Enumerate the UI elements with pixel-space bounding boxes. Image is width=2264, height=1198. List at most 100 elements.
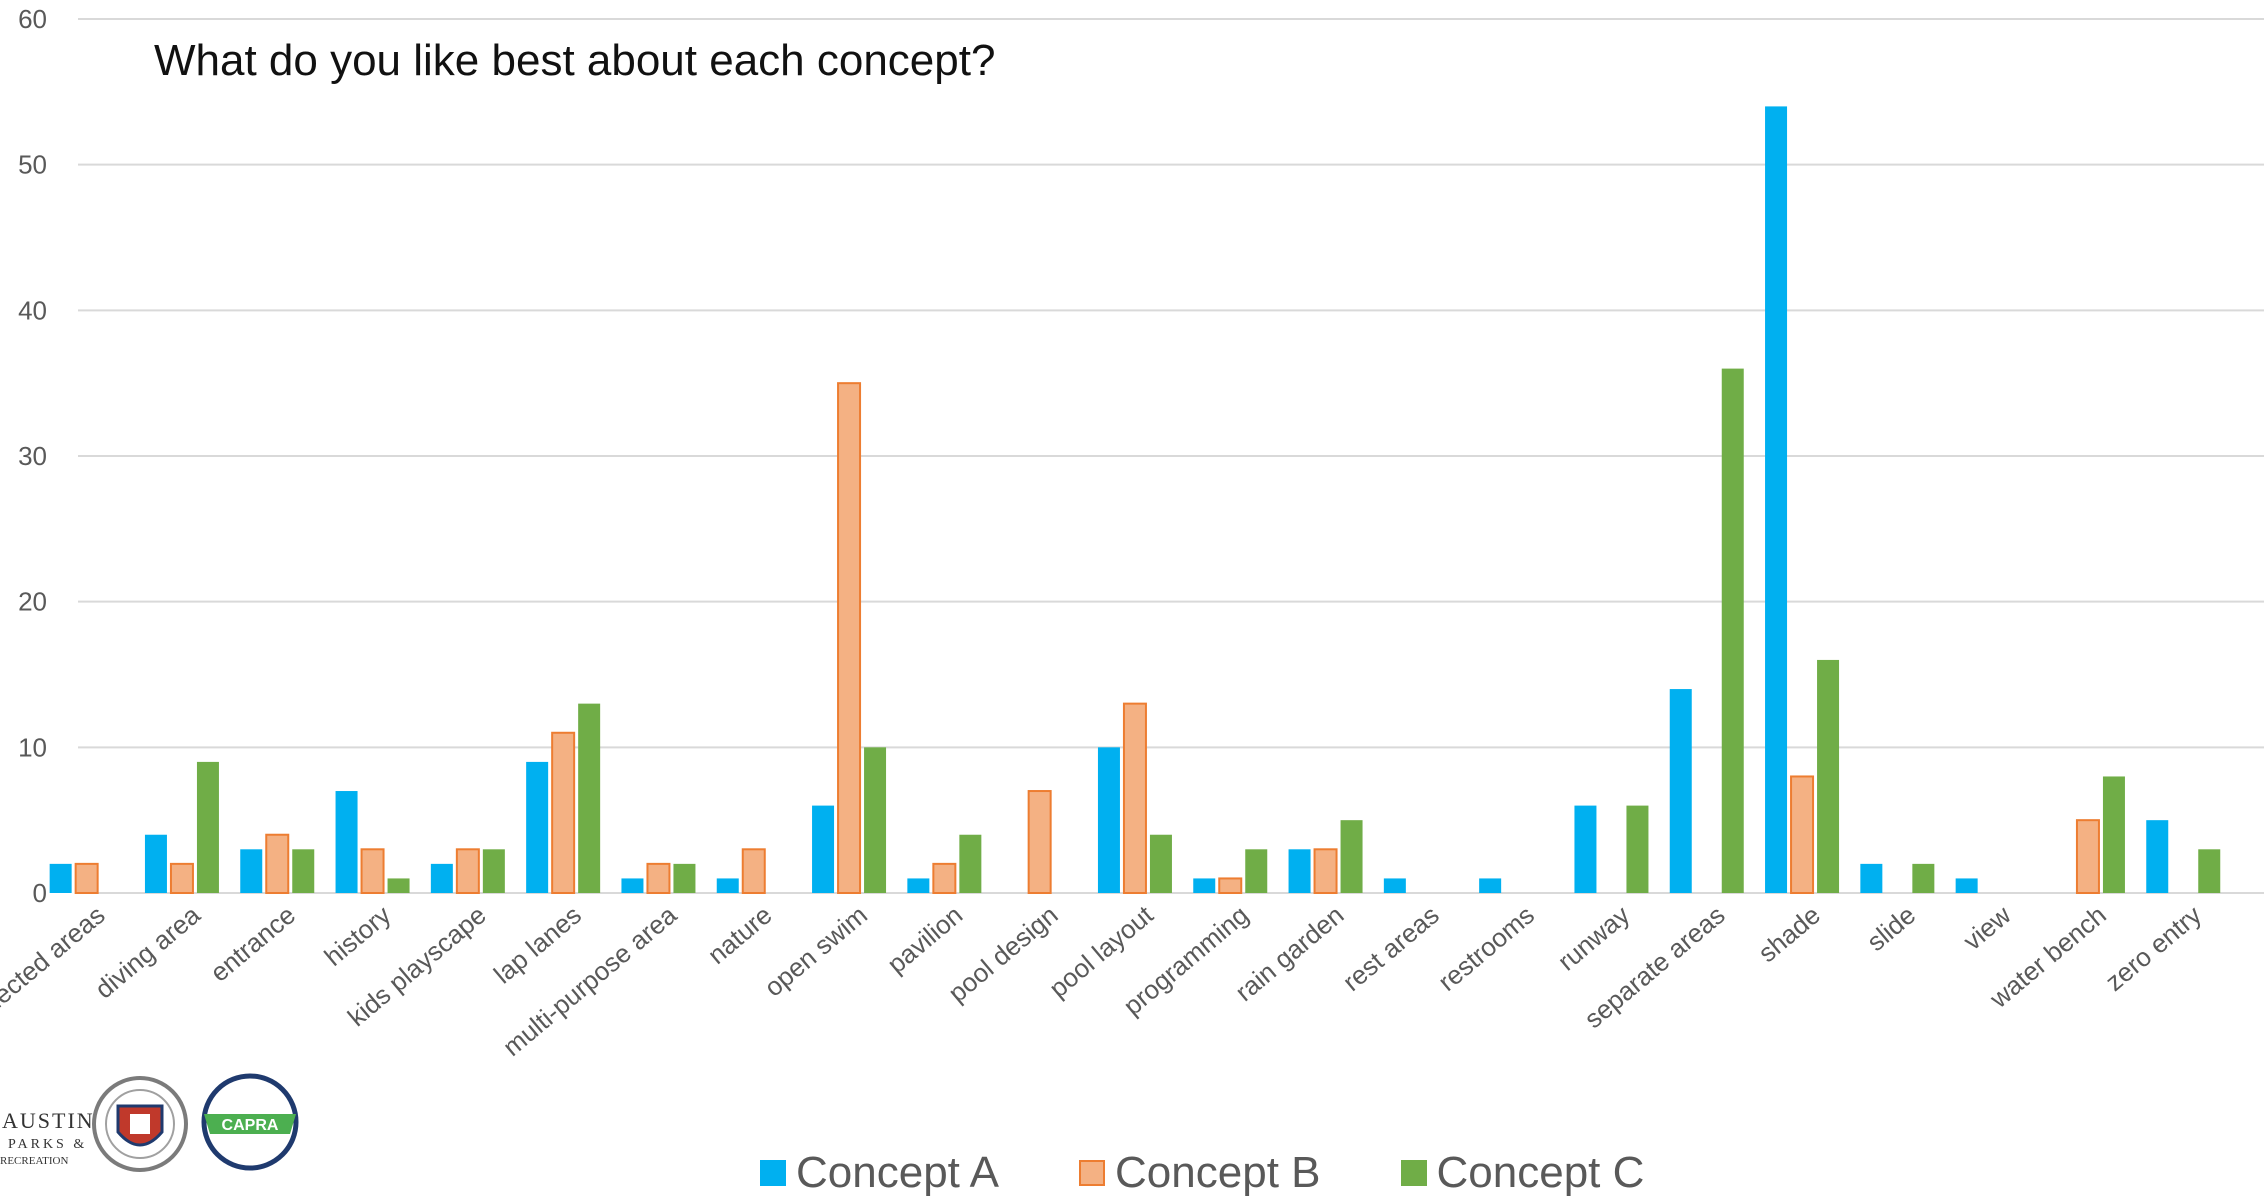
y-tick-label: 20 bbox=[18, 587, 47, 617]
y-tick-label: 60 bbox=[18, 4, 47, 34]
concept-a-bar bbox=[1097, 747, 1120, 893]
legend-item-concept-a: Concept A bbox=[760, 1148, 999, 1198]
concept-a-bar bbox=[144, 834, 167, 893]
svg-text:AUSTIN: AUSTIN bbox=[2, 1108, 95, 1133]
x-tick-label: runway bbox=[1552, 900, 1635, 977]
concept-b-bar bbox=[1122, 702, 1147, 895]
x-tick-label: zero entry bbox=[2099, 900, 2207, 997]
y-tick-label: 30 bbox=[18, 441, 47, 471]
legend-label: Concept C bbox=[1436, 1148, 1645, 1197]
concept-b-bar bbox=[646, 862, 671, 894]
gridlines bbox=[78, 18, 2264, 894]
x-tick-label: pavilion bbox=[881, 900, 968, 980]
x-tick-label: rest areas bbox=[1337, 900, 1445, 997]
concept-b-bar bbox=[265, 833, 290, 895]
x-tick-label: view bbox=[1957, 899, 2016, 956]
concept-a-bar bbox=[1955, 878, 1978, 893]
bars bbox=[49, 106, 2221, 895]
concept-c-bar bbox=[2102, 776, 2125, 893]
x-tick-label: shade bbox=[1752, 900, 1826, 969]
concept-b-bar bbox=[837, 382, 862, 894]
x-tick-label: history bbox=[318, 900, 396, 972]
concept-a-bar bbox=[1574, 805, 1597, 893]
svg-text:CAPRA: CAPRA bbox=[222, 1117, 279, 1134]
concept-c-bar bbox=[1912, 863, 1935, 893]
legend-item-concept-b: Concept B bbox=[1079, 1148, 1321, 1198]
concept-c-bar bbox=[864, 747, 887, 893]
y-tick-label: 0 bbox=[33, 878, 47, 908]
concept-b-bar bbox=[455, 848, 480, 894]
concept-a-bar bbox=[2146, 820, 2169, 893]
concept-a-bar bbox=[49, 863, 72, 893]
svg-text:PARKS &: PARKS & bbox=[8, 1137, 87, 1152]
legend-item-concept-c: Concept C bbox=[1400, 1148, 1645, 1198]
concept-a-bar bbox=[1479, 878, 1502, 893]
concept-a-bar bbox=[1765, 106, 1788, 893]
concept-b-bar bbox=[1313, 848, 1338, 894]
concept-c-bar bbox=[1245, 849, 1268, 893]
concept-b-bar bbox=[74, 862, 99, 894]
austin-parks-logo: AUSTIN PARKS & RECREATION bbox=[0, 1108, 95, 1167]
concept-a-bar bbox=[812, 805, 835, 893]
concept-c-bar bbox=[1721, 368, 1744, 894]
concept-c-bar bbox=[959, 834, 982, 893]
y-tick-label: 50 bbox=[18, 150, 47, 180]
y-tick-label: 10 bbox=[18, 732, 47, 762]
x-tick-label: diving area bbox=[89, 899, 206, 1004]
concept-b-bar bbox=[360, 848, 385, 894]
concept-b-swatch bbox=[1079, 1160, 1106, 1186]
concept-c-bar bbox=[1149, 834, 1172, 893]
concept-c-bar bbox=[1340, 820, 1363, 893]
y-tick-label: 40 bbox=[18, 295, 47, 325]
concept-b-bar bbox=[169, 862, 194, 894]
y-axis-ticks: 0 10 20 30 40 50 60 bbox=[18, 4, 47, 908]
concept-a-bar bbox=[1193, 878, 1216, 893]
x-tick-label: entrance bbox=[204, 900, 301, 988]
concept-b-bar bbox=[551, 731, 576, 894]
city-seal-logo bbox=[92, 1076, 188, 1172]
concept-c-bar bbox=[1626, 805, 1649, 893]
concept-c-bar bbox=[578, 703, 601, 893]
concept-a-bar bbox=[1669, 689, 1692, 893]
concept-a-bar bbox=[430, 863, 453, 893]
x-tick-label: open swim bbox=[758, 900, 872, 1003]
concept-b-bar bbox=[741, 848, 766, 894]
capra-logo: CAPRA bbox=[201, 1073, 299, 1171]
concept-c-bar bbox=[196, 761, 219, 893]
legend-label: Concept B bbox=[1115, 1148, 1321, 1197]
chart-legend: Concept A Concept B Concept C bbox=[760, 1148, 1724, 1198]
concept-b-bar bbox=[2075, 819, 2100, 895]
concept-b-bar bbox=[932, 862, 957, 894]
concept-c-bar bbox=[673, 863, 696, 893]
concept-c-bar bbox=[1817, 659, 1840, 893]
svg-text:RECREATION: RECREATION bbox=[0, 1155, 69, 1167]
concept-b-bar bbox=[1790, 775, 1815, 895]
concept-c-bar bbox=[2198, 849, 2221, 893]
x-tick-label: nature bbox=[702, 900, 778, 970]
concept-a-bar bbox=[716, 878, 739, 893]
concept-a-bar bbox=[1383, 878, 1406, 893]
chart-subtitle: What do you like best about each concept… bbox=[154, 36, 996, 85]
concept-a-bar bbox=[907, 878, 930, 893]
concept-a-bar bbox=[1860, 863, 1883, 893]
concept-c-swatch bbox=[1400, 1160, 1427, 1186]
legend-label: Concept A bbox=[796, 1148, 1000, 1197]
concept-c-bar bbox=[292, 849, 315, 893]
concept-a-bar bbox=[335, 791, 358, 893]
concept-a-swatch bbox=[760, 1160, 786, 1186]
x-tick-label: connected areas bbox=[0, 900, 111, 1047]
x-tick-label: slide bbox=[1861, 900, 1921, 957]
logos: AUSTIN PARKS & RECREATION CAPRA bbox=[0, 1073, 299, 1172]
concept-a-bar bbox=[526, 761, 549, 893]
concept-b-bar bbox=[1027, 790, 1052, 894]
concept-a-bar bbox=[1288, 849, 1311, 893]
concept-a-bar bbox=[240, 849, 263, 893]
concept-c-bar bbox=[387, 878, 410, 893]
concept-c-bar bbox=[482, 849, 505, 893]
concept-a-bar bbox=[621, 878, 644, 893]
x-tick-label: restrooms bbox=[1432, 900, 1540, 997]
concept-b-bar bbox=[1218, 877, 1243, 895]
x-tick-label: multi-purpose area bbox=[497, 899, 683, 1062]
